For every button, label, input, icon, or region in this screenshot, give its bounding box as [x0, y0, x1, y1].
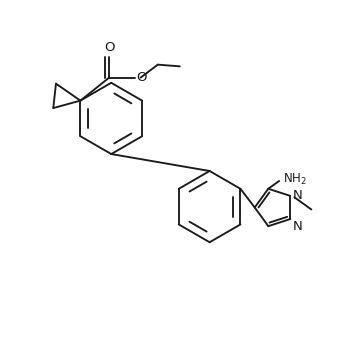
Text: O: O	[136, 71, 147, 84]
Text: NH$_2$: NH$_2$	[283, 172, 306, 187]
Text: N: N	[292, 189, 302, 202]
Text: N: N	[292, 220, 302, 233]
Text: O: O	[104, 41, 114, 54]
